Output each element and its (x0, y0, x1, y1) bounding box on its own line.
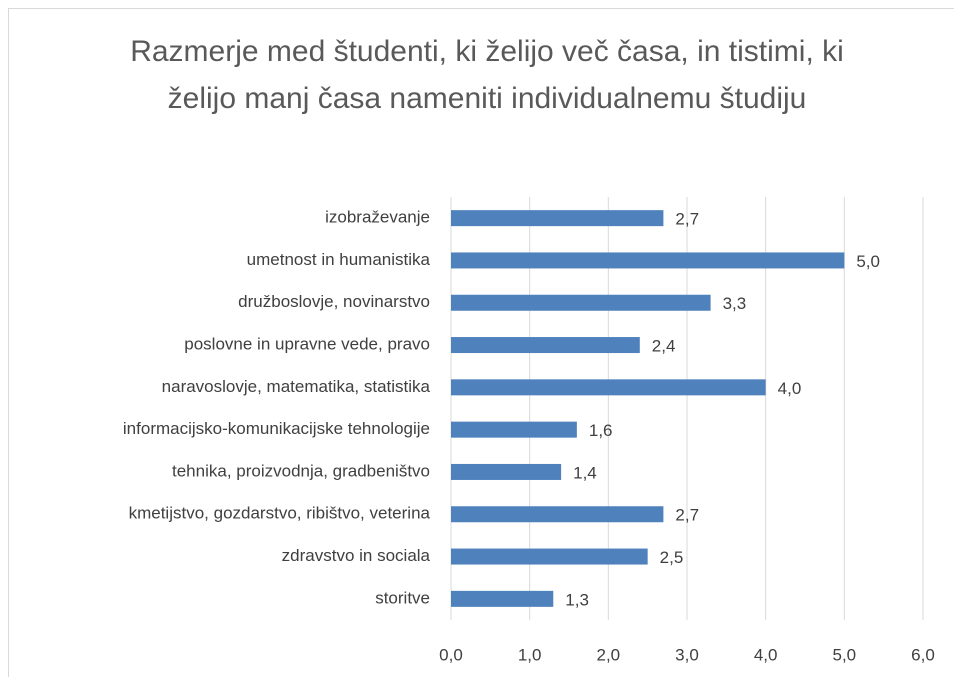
bar (451, 548, 648, 565)
chart-title: Razmerje med študenti, ki želijo več čas… (130, 35, 844, 115)
bar (451, 210, 664, 227)
x-tick-label: 5,0 (833, 645, 857, 664)
x-tick-label: 2,0 (597, 645, 621, 664)
bar (451, 506, 664, 523)
x-tick-label: 4,0 (754, 645, 778, 664)
y-tick-label: umetnost in humanistika (247, 250, 431, 269)
data-label: 2,4 (652, 337, 676, 356)
bar (451, 379, 766, 396)
x-tick-label: 0,0 (439, 645, 463, 664)
x-tick-label: 3,0 (675, 645, 699, 664)
y-tick-label: izobraževanje (325, 208, 430, 227)
bar (451, 421, 577, 438)
y-tick-label: informacijsko-komunikacijske tehnologije (123, 419, 430, 438)
data-label: 2,5 (660, 548, 684, 567)
y-tick-label: poslovne in upravne vede, pravo (184, 335, 430, 354)
x-tick-label: 1,0 (518, 645, 542, 664)
data-label: 1,3 (565, 590, 589, 609)
y-tick-label: naravoslovje, matematika, statistika (162, 377, 431, 396)
x-tick-label: 6,0 (911, 645, 935, 664)
data-label: 5,0 (856, 252, 880, 271)
y-tick-label: družboslovje, novinarstvo (238, 292, 430, 311)
data-label: 2,7 (675, 210, 699, 229)
data-label: 3,3 (723, 294, 747, 313)
chart-border (8, 8, 954, 677)
bar (451, 252, 845, 269)
y-tick-label: storitve (375, 588, 430, 607)
data-label: 4,0 (778, 379, 802, 398)
y-tick-label: zdravstvo in sociala (282, 546, 431, 565)
data-label: 1,6 (589, 421, 613, 440)
data-label: 2,7 (675, 506, 699, 525)
bar (451, 590, 554, 607)
y-tick-label: tehnika, proizvodnja, gradbeništvo (172, 461, 430, 480)
y-tick-label: kmetijstvo, gozdarstvo, ribištvo, veteri… (129, 504, 431, 523)
bar (451, 337, 640, 354)
bar (451, 463, 562, 480)
data-label: 1,4 (573, 463, 597, 482)
bar (451, 294, 711, 311)
